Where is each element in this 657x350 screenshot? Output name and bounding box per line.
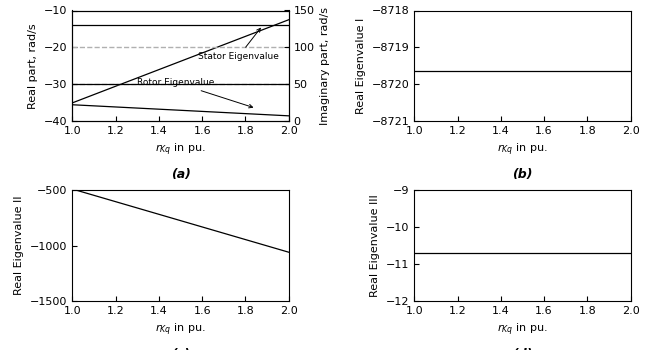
Text: Rotor Eigenvalue: Rotor Eigenvalue [137, 78, 252, 108]
X-axis label: $r_{Kq}$ in pu.: $r_{Kq}$ in pu. [155, 321, 206, 338]
Y-axis label: Real Eigenvalue I: Real Eigenvalue I [356, 18, 366, 114]
Y-axis label: Real part, rad/s: Real part, rad/s [28, 23, 38, 109]
Text: (b): (b) [512, 168, 533, 181]
Text: (c): (c) [171, 348, 190, 350]
Text: Stator Eigenvalue: Stator Eigenvalue [198, 28, 279, 61]
Text: (d): (d) [512, 348, 533, 350]
Y-axis label: Real Eigenvalue III: Real Eigenvalue III [371, 194, 380, 297]
X-axis label: $r_{Kq}$ in pu.: $r_{Kq}$ in pu. [497, 321, 548, 338]
Y-axis label: Imaginary part, rad/s: Imaginary part, rad/s [320, 7, 330, 125]
X-axis label: $r_{Kq}$ in pu.: $r_{Kq}$ in pu. [497, 142, 548, 158]
X-axis label: $r_{Kq}$ in pu.: $r_{Kq}$ in pu. [155, 142, 206, 158]
Text: (a): (a) [171, 168, 191, 181]
Y-axis label: Real Eigenvalue II: Real Eigenvalue II [14, 196, 24, 295]
